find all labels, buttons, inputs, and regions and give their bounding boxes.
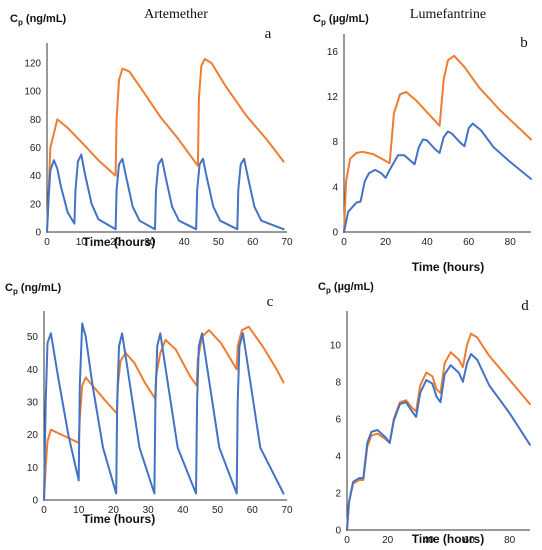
x-tick-label: 10 [73,505,85,516]
y-tick-label: 20 [30,199,42,210]
x-tick-label: 20 [380,237,392,248]
x-tick-label: 40 [179,237,191,248]
panel-b: 0 20 40 60 80 0 4 8 12 16 Lumefantrine b Cp (µg/mL) T… [313,7,532,274]
x-tick-label: 40 [423,535,435,546]
y-tick-label: 20 [27,430,39,441]
x-tick-label: 70 [281,505,293,516]
y-tick-label: 16 [327,47,339,58]
x-tick-label: 60 [247,237,259,248]
x-tick-label: 60 [463,237,475,248]
y-tick-label: 8 [335,377,341,388]
y-tick-label: 0 [32,496,38,507]
x-tick-label: 10 [76,237,88,248]
series-line-orange [343,54,532,233]
series-line-orange [46,57,285,233]
x-tick-label: 50 [213,237,225,248]
x-tick-label: 60 [247,505,259,516]
y-tick-label: 0 [335,526,341,537]
x-tick-label: 0 [44,237,50,248]
panel-title: Artemether [144,7,208,22]
series-line-blue [46,153,285,233]
x-tick-label: 30 [143,505,155,516]
y-tick-label: 60 [30,143,42,154]
panel-letter: a [265,26,272,42]
panel-letter: b [520,35,528,51]
x-tick-label: 70 [281,237,293,248]
panel-title: Lumefantrine [410,7,486,22]
x-axis-label: Time (hours) [83,512,155,526]
x-tick-label: 0 [341,237,347,248]
y-tick-label: 0 [332,228,338,239]
y-tick-label: 50 [27,332,39,343]
x-tick-label: 20 [110,237,122,248]
y-tick-label: 4 [335,451,341,462]
y-axis-label: Cp (µg/mL) [318,281,374,295]
panel-letter: d [521,298,529,314]
y-tick-label: 10 [330,340,342,351]
panel-a: 0 10 20 30 40 50 60 70 0 20 40 60 80 100 120 Artemether… [10,7,293,249]
y-tick-label: 4 [332,182,338,193]
x-axis-label: Time (hours) [412,532,484,546]
x-tick-label: 80 [505,237,517,248]
y-tick-label: 100 [24,87,41,98]
x-tick-label: 80 [504,535,516,546]
y-tick-label: 30 [27,397,39,408]
x-tick-label: 20 [108,505,120,516]
x-tick-label: 20 [382,535,394,546]
series-line-blue [343,122,532,233]
y-tick-label: 0 [35,228,41,239]
x-tick-label: 60 [463,535,475,546]
y-tick-label: 40 [27,365,39,376]
series-line-blue [43,322,285,501]
y-axis-label: Cp (ng/mL) [5,282,62,296]
series-line-blue [346,353,531,531]
y-tick-label: 6 [335,414,341,425]
panel-c: 0 10 20 30 40 50 60 70 0 10 20 30 40 50 c Cp (ng/mL) Tim… [5,282,293,526]
x-tick-label: 50 [212,505,224,516]
x-tick-label: 0 [344,535,350,546]
series-line-orange [43,325,285,501]
x-axis-label: Time (hours) [83,235,155,249]
y-tick-label: 8 [332,137,338,148]
x-tick-label: 40 [177,505,189,516]
y-tick-label: 10 [27,463,39,474]
y-tick-label: 2 [335,488,341,499]
x-tick-label: 40 [422,237,434,248]
x-tick-label: 30 [144,237,156,248]
x-tick-label: 0 [41,505,47,516]
y-axis-label: Cp (ng/mL) [10,13,67,27]
y-tick-label: 12 [327,92,339,103]
y-axis-label: Cp (µg/mL) [313,13,369,27]
panel-letter: c [267,294,274,310]
y-tick-label: 80 [30,115,42,126]
y-tick-label: 40 [30,171,42,182]
y-tick-label: 120 [24,59,41,70]
panel-d: 0 20 40 60 80 0 2 4 6 8 10 d Cp (µg/mL) Time (hours) [318,281,531,546]
x-axis-label: Time (hours) [412,260,484,274]
